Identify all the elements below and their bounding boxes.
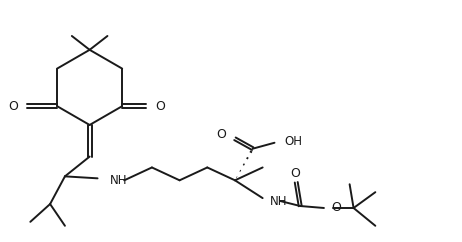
Text: O: O — [216, 128, 226, 141]
Text: OH: OH — [285, 135, 303, 148]
Text: NH: NH — [109, 174, 127, 187]
Text: NH: NH — [269, 195, 287, 208]
Text: O: O — [155, 100, 164, 113]
Text: O: O — [9, 100, 18, 113]
Text: O: O — [290, 167, 300, 180]
Text: O: O — [331, 201, 340, 213]
